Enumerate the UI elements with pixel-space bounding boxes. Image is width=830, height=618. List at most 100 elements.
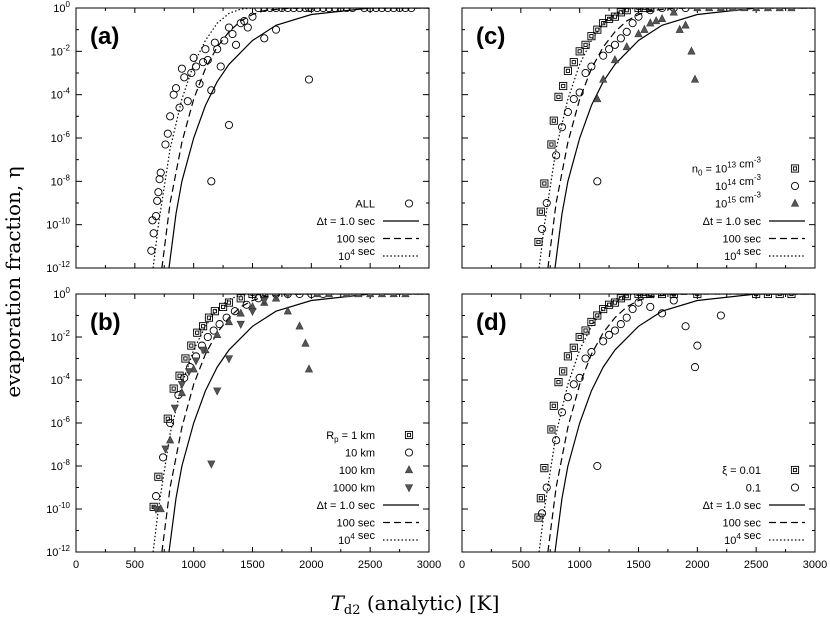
panel-c-frame	[461, 7, 816, 269]
panel-b-legend-label: 1000 km	[333, 483, 375, 495]
panel-c-legend-label: 1015 cm-3	[715, 191, 762, 211]
panel-d-legend-marker	[790, 465, 800, 475]
panel-c-point-triangle	[716, 8, 725, 12]
panel-b-point-square-inner	[250, 294, 255, 297]
panel-c-curve-dashed	[547, 8, 815, 268]
panel-d-legend-marker	[790, 483, 800, 492]
panel-d-x-tick-label: 2500	[744, 559, 768, 571]
panel-b-point-triangle	[342, 294, 351, 298]
panel-b-point-square	[154, 472, 163, 481]
panel-c-legend-entry: n0 = 1013 cm-3	[692, 156, 800, 178]
panel-a-y-tick-label-superscript: 0	[66, 0, 71, 9]
panel-c-point-circle	[634, 12, 643, 21]
panel-d-point-square	[599, 305, 608, 314]
panel-c-point-square-inner	[648, 8, 653, 11]
panel-a-legend-marker	[404, 199, 414, 208]
panel-b-y-tick-label-part: 10	[51, 332, 63, 344]
panel-a-legend-label-part: 10	[338, 251, 350, 263]
panel-c-legend-label-part: sec	[741, 246, 762, 258]
panel-a-point-circle	[213, 45, 222, 54]
panel-c-point-circle	[628, 19, 637, 28]
panel-a-point-circle	[283, 8, 292, 13]
panel-b-point-circle	[166, 418, 175, 428]
panel-d-point-circle	[616, 320, 625, 329]
panel-b-y-tick-label: 10-2	[51, 329, 71, 344]
panel-a-y-tick-label-superscript: -2	[63, 43, 71, 52]
panel-b-point-triangle-down	[260, 297, 269, 306]
panel-b-legend-entry: 1000 km	[333, 483, 414, 495]
panel-b-point-square-inner	[206, 315, 212, 320]
panel-b-legend-entry: Rp = 1 km	[326, 430, 414, 444]
panel-c-point-triangle	[599, 74, 608, 83]
panel-a-point-circle	[187, 68, 196, 78]
panel-c-legend-label-part: cm	[736, 194, 754, 206]
panel-c-legend-marker	[790, 181, 800, 191]
panel-b-x-tick-label: 1000	[181, 559, 205, 571]
panel-c-legend-marker	[790, 198, 800, 207]
panel-c-point-circle	[542, 198, 551, 208]
panel-c-point-triangle	[693, 8, 702, 12]
panel-c-point-square	[634, 8, 643, 13]
panel-a-legend-label-part: sec	[355, 246, 376, 258]
panel-a-legend-label-part: ALL	[355, 199, 375, 211]
panel-b-y-tick-label-superscript: 0	[66, 286, 71, 295]
panel-a-point-circle	[203, 55, 212, 65]
panel-d-legend-label: ξ = 0.01	[722, 465, 761, 477]
panel-b-point-triangle-down	[273, 294, 279, 299]
panel-a-y-tick-label-part: 10	[51, 90, 63, 102]
panel-c-point-square	[549, 116, 558, 125]
panel-b-point-triangle	[166, 435, 175, 444]
panel-d-curve-solid	[554, 294, 815, 552]
panel-b-y-tick-label-part: 10	[51, 418, 63, 430]
panel-a-point-circle	[395, 8, 404, 13]
panel-c-legend-label: 104 sec	[724, 246, 761, 263]
panel-d-point-square	[593, 311, 602, 320]
panel-b-legend-entry: 104 sec	[338, 530, 419, 547]
panel-b-point-circle	[307, 294, 316, 299]
panel-a-y-tick-label-part: 10	[51, 46, 63, 58]
panel-d-x-tick-label: 1000	[567, 559, 591, 571]
panel-d-point-square	[610, 298, 620, 307]
panel-b-legend-label-part: 10	[338, 535, 350, 547]
panel-c-point-square-inner	[577, 49, 582, 54]
panel-d-point-square	[536, 494, 545, 503]
panel-b-point-triangle	[213, 329, 222, 339]
panel-d-point-square-inner	[556, 380, 561, 385]
panel-c-point-square-inner	[642, 8, 647, 11]
panel-b-legend-label: 10 km	[345, 448, 375, 460]
panel-a-legend-label: 100 sec	[336, 234, 375, 246]
panel-b-point-square	[169, 384, 178, 393]
panel-d-point-circle	[716, 311, 725, 320]
panel-c-point-triangle	[646, 18, 655, 27]
panel-d-legend-label: 100 sec	[722, 518, 761, 530]
panel-b-y-tick-label-superscript: -8	[63, 458, 71, 467]
panel-d-point-square-inner	[642, 294, 647, 297]
panel-b-point-circle	[242, 300, 251, 309]
panel-d-point-square	[559, 367, 568, 376]
panel-d-point-square-inner	[777, 294, 782, 297]
panel-a-data	[147, 8, 429, 268]
panel-a-point-circle	[231, 40, 241, 49]
panel-b-legend-entry: 100 km	[339, 465, 414, 477]
panel-c-point-square	[575, 47, 584, 56]
panel-d-point-circle	[593, 461, 602, 471]
panel-d-point-square-inner	[601, 306, 606, 312]
panel-b-legend-label: 104 sec	[338, 530, 375, 547]
panel-b-point-triangle	[313, 294, 322, 298]
panel-d-point-square-inner	[618, 296, 623, 301]
panel-a-point-circle	[147, 246, 156, 255]
panel-b-point-triangle-down	[285, 294, 291, 299]
panel-b-point-square	[163, 414, 172, 423]
panel-c-point-square	[599, 19, 608, 28]
panel-d-point-square	[763, 294, 772, 299]
panel-c-point-triangle	[705, 8, 714, 12]
panel-c-legend-marker-inner	[792, 166, 798, 171]
panel-d-point-circle	[575, 373, 584, 382]
panel-a-point-circle	[224, 23, 234, 32]
panel-a-point-circle	[149, 229, 158, 238]
panel-c-point-square-inner	[583, 42, 588, 47]
panel-b-y-tick-label: 100	[53, 286, 70, 301]
panel-b-point-triangle	[177, 388, 186, 397]
panel-a-point-circle	[163, 129, 172, 138]
